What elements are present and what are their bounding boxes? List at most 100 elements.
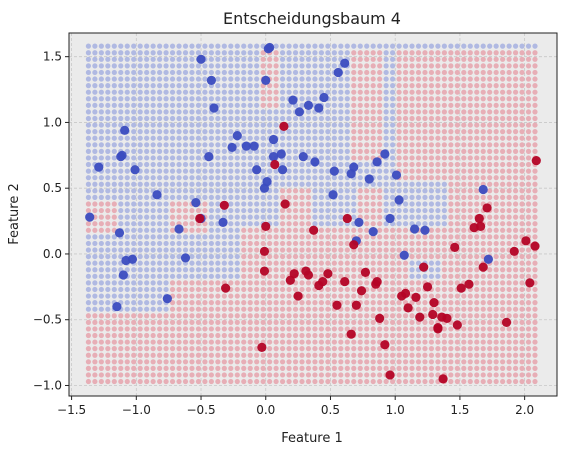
grid-sample-dot xyxy=(202,69,208,76)
grid-sample-dot xyxy=(131,96,137,102)
grid-sample-dot xyxy=(512,168,519,174)
grid-sample-dot xyxy=(396,313,402,319)
grid-sample-dot xyxy=(254,56,260,62)
grid-sample-dot xyxy=(247,155,253,161)
grid-sample-dot xyxy=(512,155,519,161)
grid-sample-dot xyxy=(318,260,325,266)
grid-sample-dot xyxy=(500,175,506,181)
grid-sample-dot xyxy=(118,207,124,214)
grid-sample-dot xyxy=(228,89,234,95)
grid-sample-dot xyxy=(195,372,202,378)
grid-sample-dot xyxy=(325,253,331,260)
grid-sample-dot xyxy=(195,109,202,115)
grid-sample-dot xyxy=(402,273,409,279)
grid-sample-dot xyxy=(467,300,473,306)
grid-sample-dot xyxy=(428,168,435,174)
grid-sample-dot xyxy=(480,109,486,115)
grid-sample-dot xyxy=(428,240,435,247)
grid-sample-dot xyxy=(260,142,266,148)
grid-sample-dot xyxy=(169,43,176,49)
grid-sample-dot xyxy=(402,319,409,325)
grid-sample-dot xyxy=(512,326,519,332)
grid-sample-dot xyxy=(241,234,247,240)
grid-sample-dot xyxy=(493,372,499,378)
grid-sample-dot xyxy=(228,240,234,247)
grid-sample-dot xyxy=(241,155,247,161)
grid-sample-dot xyxy=(390,227,396,233)
grid-sample-dot xyxy=(331,207,337,214)
grid-sample-dot xyxy=(474,175,480,181)
grid-sample-dot xyxy=(364,135,370,141)
grid-sample-dot xyxy=(208,221,214,227)
grid-sample-dot xyxy=(325,168,331,174)
grid-sample-dot xyxy=(202,273,208,279)
grid-sample-dot xyxy=(98,56,104,62)
grid-sample-dot xyxy=(208,63,214,69)
grid-sample-dot xyxy=(402,109,409,115)
grid-sample-dot xyxy=(208,293,214,299)
grid-sample-dot xyxy=(487,155,493,161)
grid-sample-dot xyxy=(390,313,396,319)
grid-sample-dot xyxy=(241,175,247,181)
grid-sample-dot xyxy=(461,214,467,220)
grid-sample-dot xyxy=(260,155,266,161)
grid-sample-dot xyxy=(402,214,409,220)
grid-sample-dot xyxy=(506,267,512,273)
grid-sample-dot xyxy=(454,339,460,345)
grid-sample-dot xyxy=(325,115,331,122)
grid-sample-dot xyxy=(247,280,253,286)
grid-sample-dot xyxy=(228,69,234,76)
grid-sample-dot xyxy=(357,89,363,95)
grid-sample-dot xyxy=(221,194,227,200)
grid-sample-dot xyxy=(487,286,493,293)
grid-sample-dot xyxy=(519,161,525,168)
grid-sample-dot xyxy=(111,122,117,128)
grid-sample-dot xyxy=(435,102,441,108)
grid-sample-dot xyxy=(474,56,480,62)
grid-sample-dot xyxy=(98,280,104,286)
grid-sample-dot xyxy=(448,300,454,306)
grid-sample-dot xyxy=(338,378,344,385)
grid-sample-dot xyxy=(111,359,117,365)
grid-sample-dot xyxy=(480,102,486,108)
grid-sample-dot xyxy=(331,313,337,319)
grid-sample-dot xyxy=(234,319,240,325)
grid-sample-dot xyxy=(254,280,260,286)
grid-sample-dot xyxy=(267,214,273,220)
grid-sample-dot xyxy=(390,188,396,194)
data-point-class-1 xyxy=(340,276,350,287)
grid-sample-dot xyxy=(512,76,519,82)
grid-sample-dot xyxy=(221,115,227,122)
grid-sample-dot xyxy=(234,306,240,312)
grid-sample-dot xyxy=(318,214,325,220)
data-point-class-1 xyxy=(478,262,488,272)
grid-sample-dot xyxy=(273,313,279,319)
grid-sample-dot xyxy=(532,194,538,200)
grid-sample-dot xyxy=(325,155,331,161)
grid-sample-dot xyxy=(305,326,312,332)
grid-sample-dot xyxy=(267,319,273,325)
grid-sample-dot xyxy=(105,122,111,128)
grid-sample-dot xyxy=(422,234,428,240)
grid-sample-dot xyxy=(487,365,493,371)
grid-sample-dot xyxy=(344,89,350,95)
grid-sample-dot xyxy=(461,102,467,108)
grid-sample-dot xyxy=(105,69,111,76)
grid-sample-dot xyxy=(105,63,111,69)
grid-sample-dot xyxy=(474,109,480,115)
grid-sample-dot xyxy=(221,227,227,233)
grid-sample-dot xyxy=(241,214,247,220)
grid-sample-dot xyxy=(364,168,370,174)
grid-sample-dot xyxy=(512,372,519,378)
grid-sample-dot xyxy=(157,50,163,56)
grid-sample-dot xyxy=(428,352,435,358)
grid-sample-dot xyxy=(506,129,512,135)
grid-sample-dot xyxy=(144,155,150,161)
grid-sample-dot xyxy=(273,267,279,273)
grid-sample-dot xyxy=(370,69,376,76)
grid-sample-dot xyxy=(254,293,260,299)
grid-sample-dot xyxy=(182,168,189,174)
grid-sample-dot xyxy=(131,63,137,69)
grid-sample-dot xyxy=(318,332,325,339)
grid-sample-dot xyxy=(131,214,137,220)
